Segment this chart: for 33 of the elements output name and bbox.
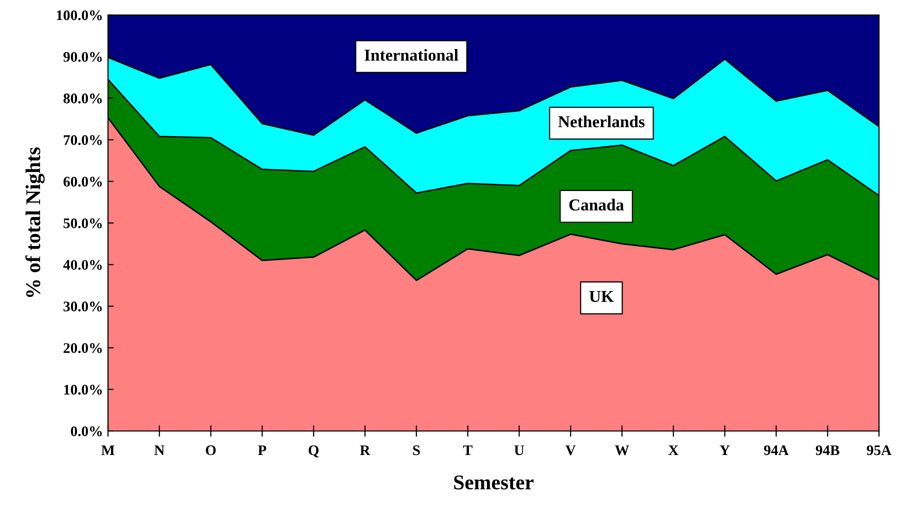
x-tick-label: M: [101, 445, 114, 456]
x-tick-label: Q: [308, 445, 319, 458]
y-tick-label: 90.0%: [63, 52, 102, 62]
series-label: UK: [589, 290, 614, 302]
series-label: Canada: [569, 198, 624, 211]
y-tick-label: 100.0%: [56, 10, 102, 20]
x-tick-label: 94A: [764, 445, 789, 456]
series-label: International: [364, 49, 458, 61]
x-tick-label: R: [360, 445, 370, 456]
y-tick-label: 40.0%: [63, 260, 102, 270]
y-tick-label: 10.0%: [64, 384, 102, 395]
x-tick-label: 94B: [816, 445, 840, 456]
x-tick-label: W: [614, 445, 630, 456]
y-axis-title: % of total Nights: [25, 147, 45, 297]
x-tick-label: T: [463, 445, 472, 456]
x-tick-label: N: [154, 445, 164, 456]
y-tick-label: 0.0%: [70, 426, 102, 436]
x-tick-label: U: [514, 445, 524, 456]
y-tick-label: 50.0%: [64, 218, 102, 228]
x-tick-label: P: [258, 445, 266, 456]
x-tick-label: O: [206, 445, 216, 456]
y-tick-label: 60.0%: [64, 176, 102, 187]
y-tick-label: 30.0%: [64, 302, 102, 312]
x-tick-label: 95A: [866, 445, 892, 456]
x-tick-label: S: [413, 445, 420, 456]
y-tick-label: 70.0%: [64, 135, 102, 146]
series-label: Netherlands: [558, 116, 645, 128]
y-tick-label: 20.0%: [64, 343, 102, 354]
y-tick-label: 80.0%: [64, 94, 102, 104]
x-axis-title: Semester: [454, 475, 534, 490]
x-tick-label: X: [668, 445, 678, 456]
x-tick-label: V: [566, 445, 576, 456]
x-tick-label: Y: [720, 445, 730, 456]
